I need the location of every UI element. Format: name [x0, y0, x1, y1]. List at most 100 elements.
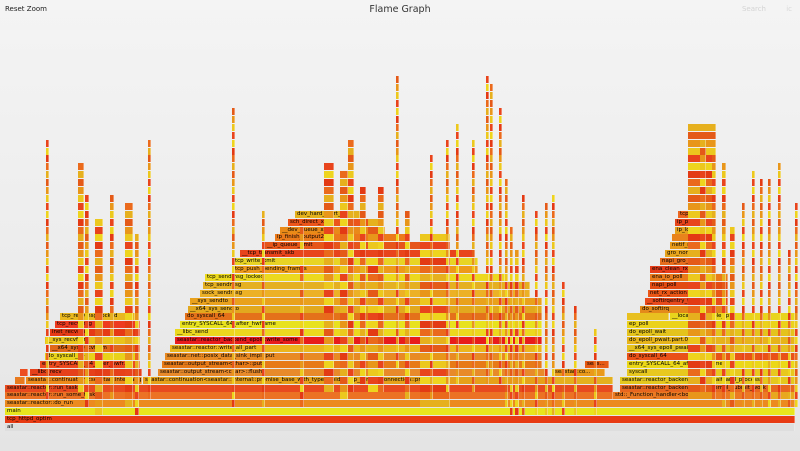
- flame-frame-small[interactable]: [300, 368, 304, 376]
- flame-frame-small[interactable]: [135, 337, 139, 345]
- flame-frame-small[interactable]: [456, 179, 459, 187]
- flame-frame-small[interactable]: [505, 250, 508, 258]
- flame-frame-small[interactable]: [486, 76, 489, 84]
- flame-frame-small[interactable]: [396, 226, 399, 234]
- flame-frame-small[interactable]: [446, 258, 449, 266]
- flame-frame-small[interactable]: [535, 242, 538, 250]
- flame-frame-small[interactable]: [510, 376, 513, 384]
- flame-frame[interactable]: seastar::reactor_backend_epoll::write_so…: [175, 337, 542, 345]
- flame-frame-small[interactable]: [340, 281, 348, 289]
- flame-frame-small[interactable]: [46, 337, 49, 345]
- flame-frame-small[interactable]: [430, 155, 433, 163]
- flame-frame-small[interactable]: [562, 281, 565, 289]
- flame-frame-small[interactable]: [324, 266, 334, 273]
- flame-frame-small[interactable]: [545, 368, 548, 376]
- flame-frame-small[interactable]: [535, 226, 538, 234]
- flame-frame-small[interactable]: [396, 171, 399, 179]
- flame-frame-small[interactable]: [300, 384, 304, 392]
- flame-frame-small[interactable]: [396, 155, 399, 163]
- flame-frame-small[interactable]: [232, 329, 235, 337]
- flame-frame-small[interactable]: [574, 313, 577, 321]
- flame-frame-small[interactable]: [712, 345, 716, 352]
- flame-frame-small[interactable]: [340, 242, 348, 250]
- flame-frame-small[interactable]: [545, 329, 548, 337]
- flame-frame-small[interactable]: [486, 179, 489, 187]
- flame-frame-small[interactable]: [712, 273, 716, 281]
- flame-frame-small[interactable]: [46, 289, 49, 297]
- flame-frame-small[interactable]: [499, 266, 502, 273]
- flame-frame-small[interactable]: [760, 376, 763, 384]
- flame-frame-small[interactable]: [515, 281, 519, 289]
- flame-frame-small[interactable]: [545, 210, 548, 218]
- flame-frame-small[interactable]: [420, 345, 450, 352]
- flame-frame-small[interactable]: [712, 289, 716, 297]
- flame-frame-small[interactable]: [446, 321, 449, 329]
- flame-frame-small[interactable]: [700, 250, 706, 258]
- flame-frame-small[interactable]: [324, 187, 334, 194]
- flame-frame-small[interactable]: [148, 305, 151, 313]
- flame-frame-small[interactable]: [499, 147, 502, 155]
- flame-frame-small[interactable]: [712, 313, 716, 321]
- flame-frame-small[interactable]: [486, 100, 489, 108]
- flame-frame-small[interactable]: [742, 305, 745, 313]
- flame-frame-small[interactable]: [730, 242, 735, 250]
- flame-frame-small[interactable]: [125, 202, 133, 210]
- flame-frame-small[interactable]: [499, 337, 502, 345]
- flame-frame-small[interactable]: [148, 329, 151, 337]
- flame-frame-small[interactable]: [752, 384, 755, 392]
- flame-frame-small[interactable]: [125, 258, 133, 266]
- flame-frame-small[interactable]: [700, 289, 706, 297]
- flame-frame-small[interactable]: [472, 329, 475, 337]
- flame-frame-small[interactable]: [110, 305, 114, 313]
- flame-frame-small[interactable]: [730, 384, 735, 392]
- flame-frame-small[interactable]: [324, 297, 334, 305]
- flame-frame-small[interactable]: [752, 273, 755, 281]
- flame-frame-small[interactable]: [778, 352, 781, 360]
- flame-frame-small[interactable]: [232, 345, 235, 352]
- flame-frame-small[interactable]: [110, 273, 114, 281]
- flame-frame-small[interactable]: [396, 273, 399, 281]
- flame-frame-small[interactable]: [535, 313, 538, 321]
- flame-frame-small[interactable]: [742, 297, 745, 305]
- flame-frame-small[interactable]: [148, 258, 151, 266]
- flame-frame-small[interactable]: [535, 337, 538, 345]
- flame-frame-small[interactable]: [712, 210, 716, 218]
- flame-frame-small[interactable]: [446, 384, 449, 392]
- flame-frame-small[interactable]: [125, 400, 133, 408]
- flame-frame-small[interactable]: [535, 234, 538, 242]
- flame-frame-small[interactable]: [232, 108, 235, 115]
- flame-frame-small[interactable]: [712, 297, 716, 305]
- flame-frame-small[interactable]: [396, 76, 399, 84]
- flame-frame-small[interactable]: [722, 376, 726, 384]
- flame-frame-small[interactable]: [768, 210, 771, 218]
- flame-frame-small[interactable]: [505, 210, 508, 218]
- flame-frame-small[interactable]: [700, 147, 706, 155]
- flame-frame-small[interactable]: [456, 337, 459, 345]
- flame-frame-small[interactable]: [730, 345, 735, 352]
- flame-frame-small[interactable]: [535, 352, 538, 360]
- flame-frame-small[interactable]: [594, 368, 597, 376]
- flame-frame-small[interactable]: [78, 179, 84, 187]
- flame-frame-small[interactable]: [510, 250, 513, 258]
- flame-frame-small[interactable]: [522, 321, 525, 329]
- flame-frame-small[interactable]: [712, 242, 716, 250]
- flame-frame[interactable]: __sys_sendto: [190, 297, 542, 305]
- flame-frame-small[interactable]: [110, 376, 114, 384]
- flame-frame-small[interactable]: [778, 337, 781, 345]
- flame-frame-small[interactable]: [232, 258, 235, 266]
- flame-frame-small[interactable]: [778, 210, 781, 218]
- flame-frame-small[interactable]: [46, 194, 49, 202]
- flame-frame-small[interactable]: [456, 139, 459, 147]
- flame-frame-small[interactable]: [148, 266, 151, 273]
- flame-frame-small[interactable]: [768, 234, 771, 242]
- flame-frame-small[interactable]: [486, 210, 489, 218]
- flame-frame-small[interactable]: [788, 400, 791, 408]
- flame-frame-small[interactable]: [742, 400, 745, 408]
- flame-frame-small[interactable]: [300, 289, 304, 297]
- flame-frame-small[interactable]: [148, 210, 151, 218]
- flame-frame-small[interactable]: [730, 321, 735, 329]
- flame-frame-small[interactable]: [712, 250, 716, 258]
- flame-frame-small[interactable]: [752, 281, 755, 289]
- flame-frame-small[interactable]: [545, 202, 548, 210]
- flame-frame-small[interactable]: [78, 305, 84, 313]
